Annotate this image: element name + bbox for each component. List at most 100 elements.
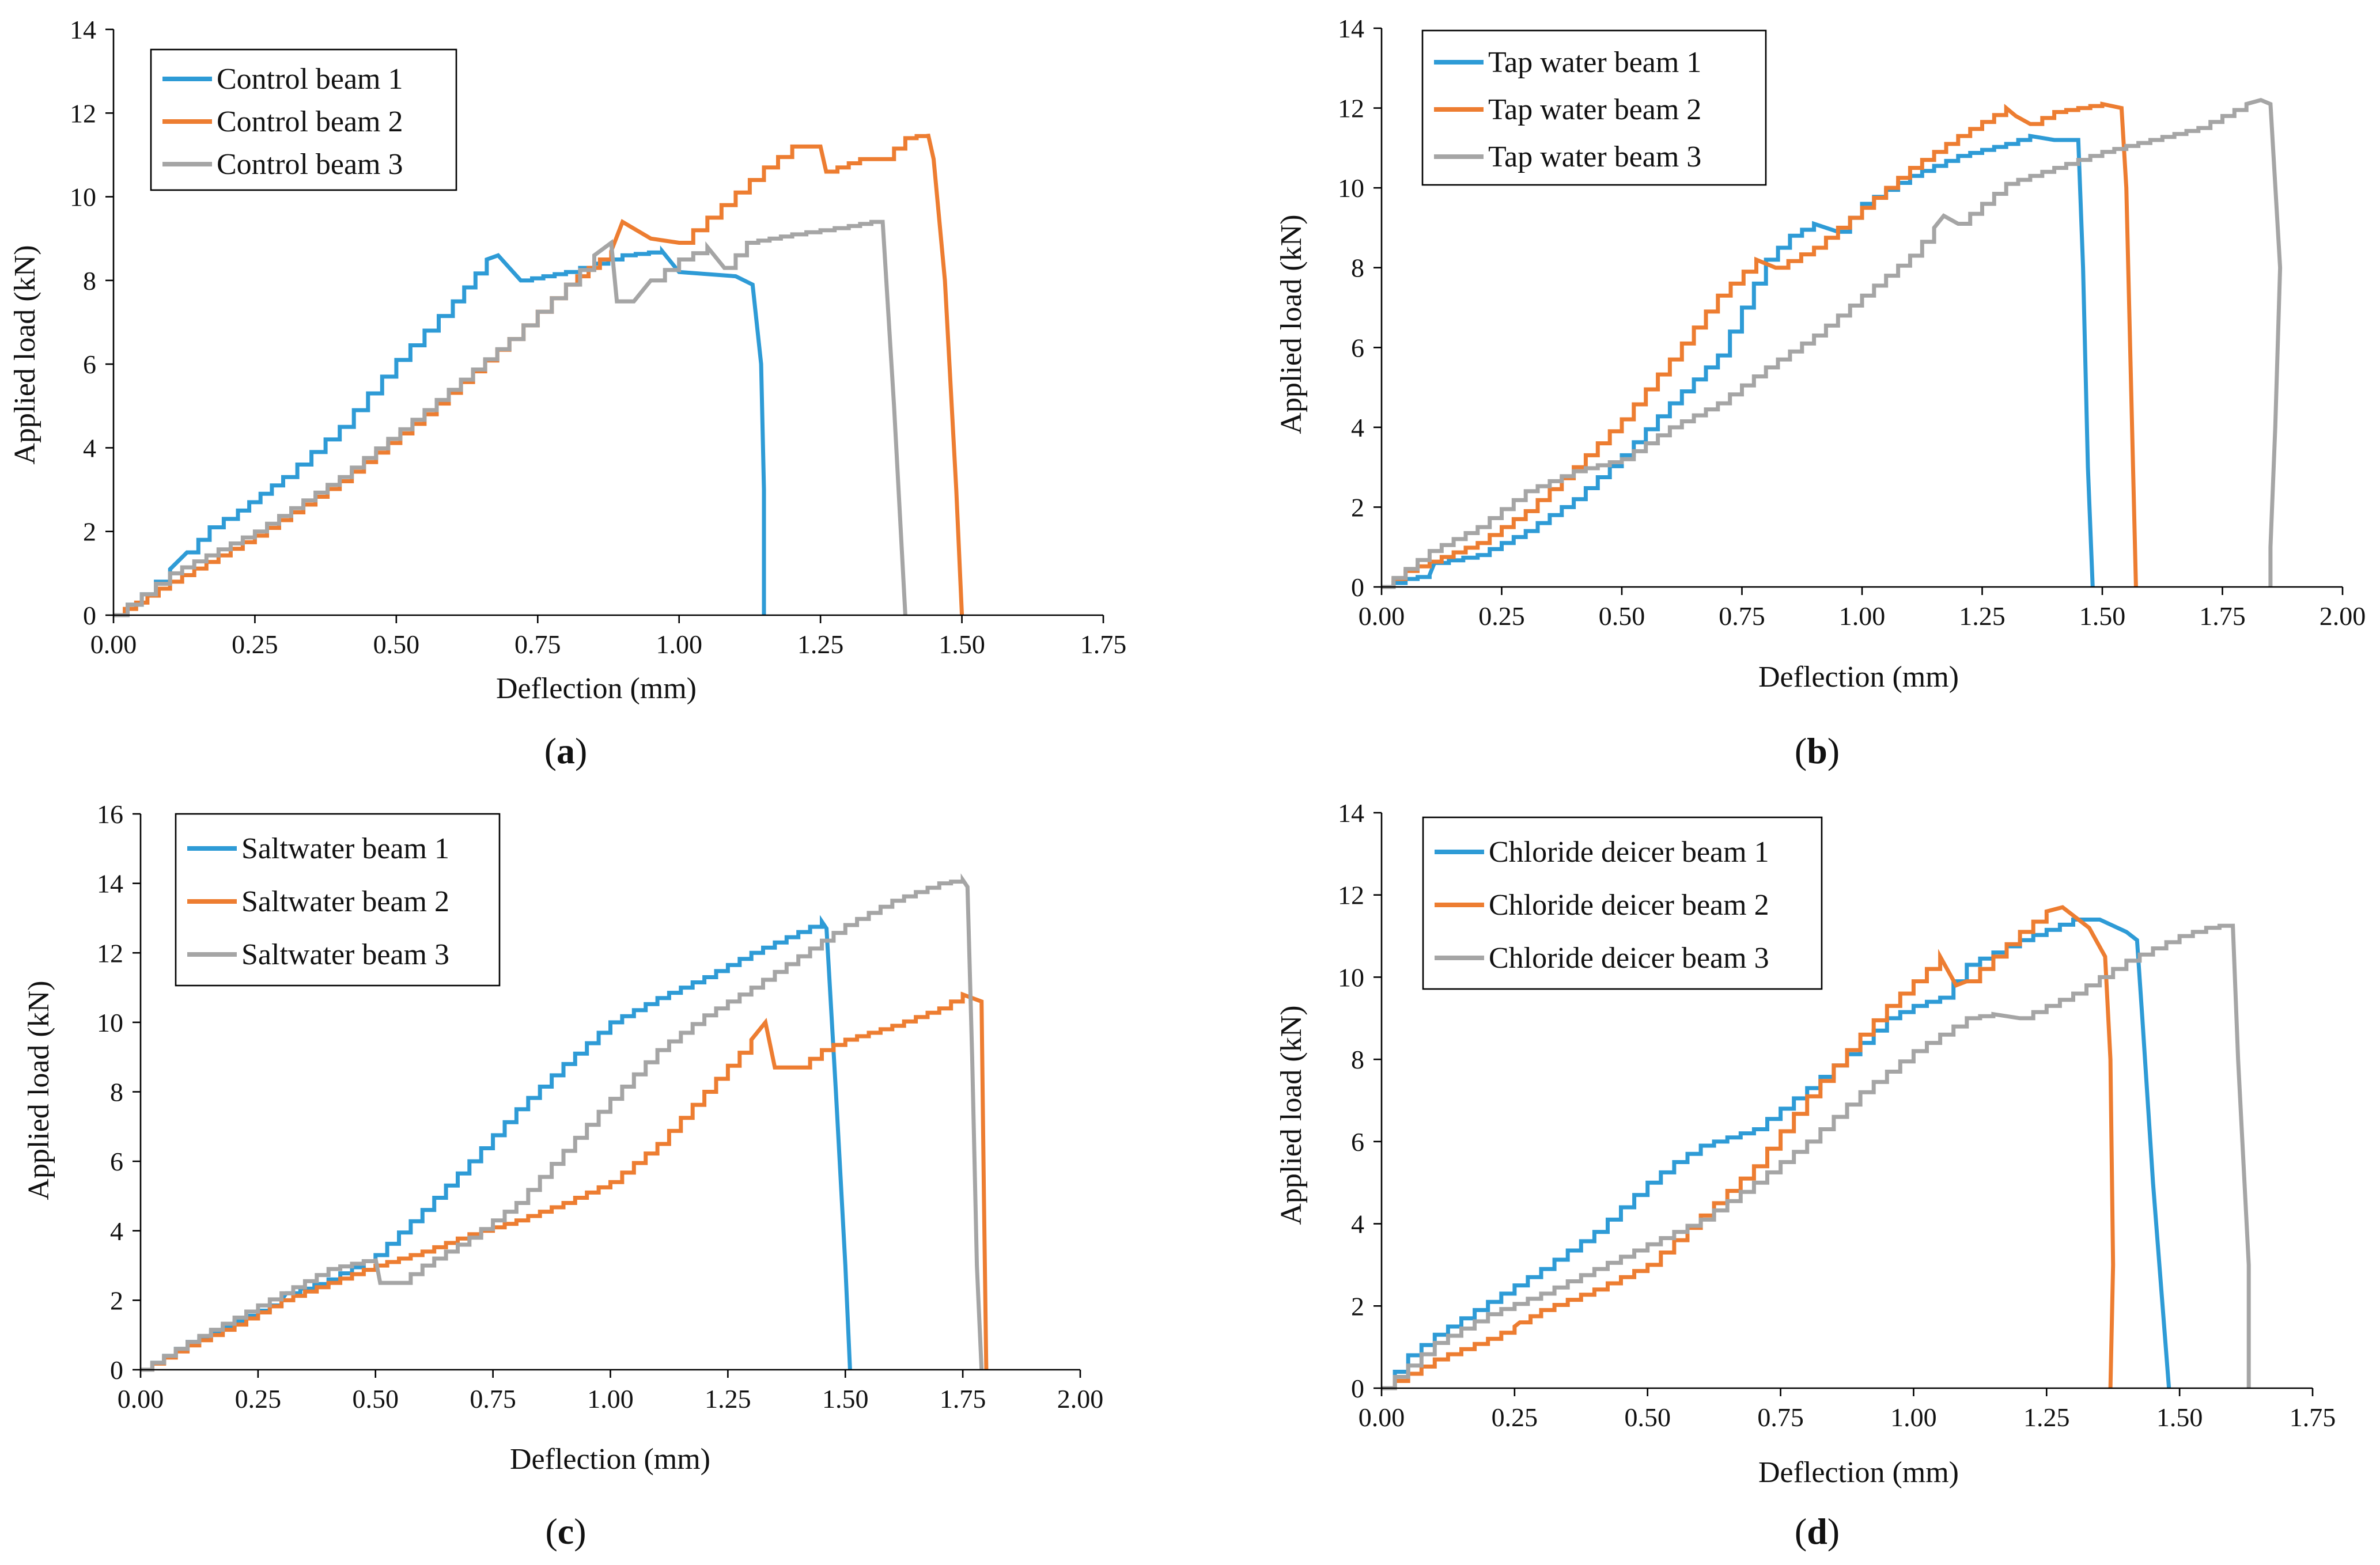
legend-label: Saltwater beam 1 xyxy=(241,832,449,865)
y-tick-label: 0 xyxy=(1351,1374,1364,1403)
y-tick-label: 2 xyxy=(110,1286,123,1315)
series-line-1 xyxy=(1382,133,2095,589)
y-tick-label: 0 xyxy=(83,601,96,630)
y-tick-label: 14 xyxy=(97,869,123,899)
y-tick-label: 6 xyxy=(83,350,96,379)
y-tick-label: 14 xyxy=(1338,798,1364,828)
legend-label: Control beam 1 xyxy=(217,63,403,96)
x-tick-label: 0.75 xyxy=(1757,1403,1804,1432)
y-tick-label: 4 xyxy=(1351,413,1364,442)
y-tick-label: 6 xyxy=(1351,1127,1364,1157)
x-tick-label: 0.50 xyxy=(1599,601,1645,631)
y-tick-label: 16 xyxy=(97,799,123,829)
legend-label: Chloride deicer beam 3 xyxy=(1489,942,1769,975)
series-line-2 xyxy=(1382,905,2116,1390)
chart-panel-c: 0.00 0.25 0.50 0.75 1.00 1.25 1.50 1.75 2.00 0 2 4 6… xyxy=(22,799,1103,1552)
y-tick-label: 0 xyxy=(110,1355,123,1385)
y-tick-label: 0 xyxy=(1351,573,1364,602)
y-tick-label: 2 xyxy=(83,517,96,547)
x-tick-label: 1.25 xyxy=(2023,1403,2070,1432)
panel-caption: (a) xyxy=(544,730,588,771)
panel-caption: (b) xyxy=(1795,730,1840,771)
panel-caption-letter: d xyxy=(1807,1511,1827,1552)
y-tick-label: 4 xyxy=(1351,1210,1364,1239)
x-tick-label: 0.50 xyxy=(1624,1403,1671,1432)
x-tick-label: 1.25 xyxy=(705,1384,751,1414)
y-tick-label: 8 xyxy=(83,266,96,295)
x-tick-label: 1.25 xyxy=(797,630,844,659)
x-axis-title: Deflection (mm) xyxy=(496,672,697,705)
legend-label: Tap water beam 3 xyxy=(1488,141,1701,173)
y-tick-label: 8 xyxy=(110,1078,123,1107)
x-tick-label: 1.50 xyxy=(2079,601,2126,631)
legend-label: Saltwater beam 3 xyxy=(241,938,449,971)
panel-caption-letter: a xyxy=(557,730,575,771)
y-tick-label: 14 xyxy=(70,15,96,44)
y-axis-title: Applied load (kN) xyxy=(1275,214,1308,434)
x-tick-label: 1.25 xyxy=(1959,601,2006,631)
y-tick-label: 8 xyxy=(1351,253,1364,283)
chart-panel-d: 0.00 0.25 0.50 0.75 1.00 1.25 1.50 1.75 0 2 4 6 8 10 1… xyxy=(1275,798,2336,1552)
x-tick-label: 1.50 xyxy=(939,630,985,659)
x-tick-label: 0.00 xyxy=(1359,1403,1405,1432)
x-tick-label: 1.50 xyxy=(2156,1403,2203,1432)
y-tick-label: 4 xyxy=(83,433,96,463)
x-axis-title: Deflection (mm) xyxy=(1758,1456,1959,1489)
chart-panel-b: 0.00 0.25 0.50 0.75 1.00 1.25 1.50 1.75 2.00 0 2 4 6… xyxy=(1275,14,2366,771)
x-tick-label: 2.00 xyxy=(1057,1384,1104,1414)
y-tick-label: 12 xyxy=(1338,94,1364,123)
series-line-3 xyxy=(141,873,984,1372)
x-axis-title: Deflection (mm) xyxy=(510,1443,710,1476)
y-axis-title: Applied load (kN) xyxy=(1275,1005,1308,1225)
x-tick-label: 0.00 xyxy=(118,1384,164,1414)
legend-label: Tap water beam 1 xyxy=(1488,46,1701,79)
x-tick-label: 1.75 xyxy=(2199,601,2246,631)
legend-label: Tap water beam 2 xyxy=(1488,93,1701,126)
x-tick-label: 0.25 xyxy=(1492,1403,1538,1432)
y-tick-label: 4 xyxy=(110,1217,123,1246)
x-axis-title: Deflection (mm) xyxy=(1758,661,1959,694)
x-tick-label: 0.25 xyxy=(235,1384,282,1414)
panel-caption-letter: c xyxy=(558,1511,574,1552)
legend-box xyxy=(1422,816,1823,990)
x-tick-label: 2.00 xyxy=(2320,601,2366,631)
y-tick-label: 10 xyxy=(70,183,96,212)
series-line-2 xyxy=(141,991,989,1372)
series-line-3 xyxy=(1382,923,2251,1390)
x-tick-label: 0.25 xyxy=(1478,601,1525,631)
panel-caption: (d) xyxy=(1795,1511,1840,1552)
series-line-3 xyxy=(1382,98,2283,589)
y-axis-title: Applied load (kN) xyxy=(9,245,41,464)
y-tick-label: 12 xyxy=(1338,881,1364,910)
y-axis-title: Applied load (kN) xyxy=(22,980,55,1200)
y-tick-label: 8 xyxy=(1351,1045,1364,1074)
x-tick-label: 1.00 xyxy=(587,1384,634,1414)
y-tick-label: 10 xyxy=(1338,173,1364,203)
series-line-1 xyxy=(1382,918,2171,1390)
legend-label: Control beam 2 xyxy=(217,105,403,138)
y-tick-label: 12 xyxy=(70,98,96,128)
chart-panel-a: 0.00 0.25 0.50 0.75 1.00 1.25 1.50 1.75 0 2 4 6 8 10 1… xyxy=(9,15,1126,771)
y-tick-label: 10 xyxy=(1338,963,1364,992)
x-tick-label: 0.75 xyxy=(1719,601,1765,631)
x-tick-label: 1.75 xyxy=(2290,1403,2336,1432)
x-tick-label: 0.75 xyxy=(514,630,561,659)
series-line-3 xyxy=(113,219,907,617)
legend-label: Chloride deicer beam 1 xyxy=(1489,836,1769,869)
legend-label: Control beam 3 xyxy=(217,148,403,181)
x-tick-label: 0.50 xyxy=(353,1384,399,1414)
x-tick-label: 1.00 xyxy=(656,630,702,659)
panel-caption: (c) xyxy=(545,1511,586,1552)
legend-label: Chloride deicer beam 2 xyxy=(1489,889,1769,922)
panel-caption-letter: b xyxy=(1807,730,1827,771)
y-tick-label: 6 xyxy=(110,1147,123,1176)
y-tick-label: 6 xyxy=(1351,333,1364,362)
x-tick-label: 0.75 xyxy=(470,1384,516,1414)
x-tick-label: 1.00 xyxy=(1890,1403,1937,1432)
x-tick-label: 1.50 xyxy=(822,1384,869,1414)
x-tick-label: 0.00 xyxy=(1359,601,1405,631)
x-tick-label: 0.25 xyxy=(232,630,278,659)
x-tick-label: 1.00 xyxy=(1839,601,1886,631)
y-tick-label: 12 xyxy=(97,938,123,968)
